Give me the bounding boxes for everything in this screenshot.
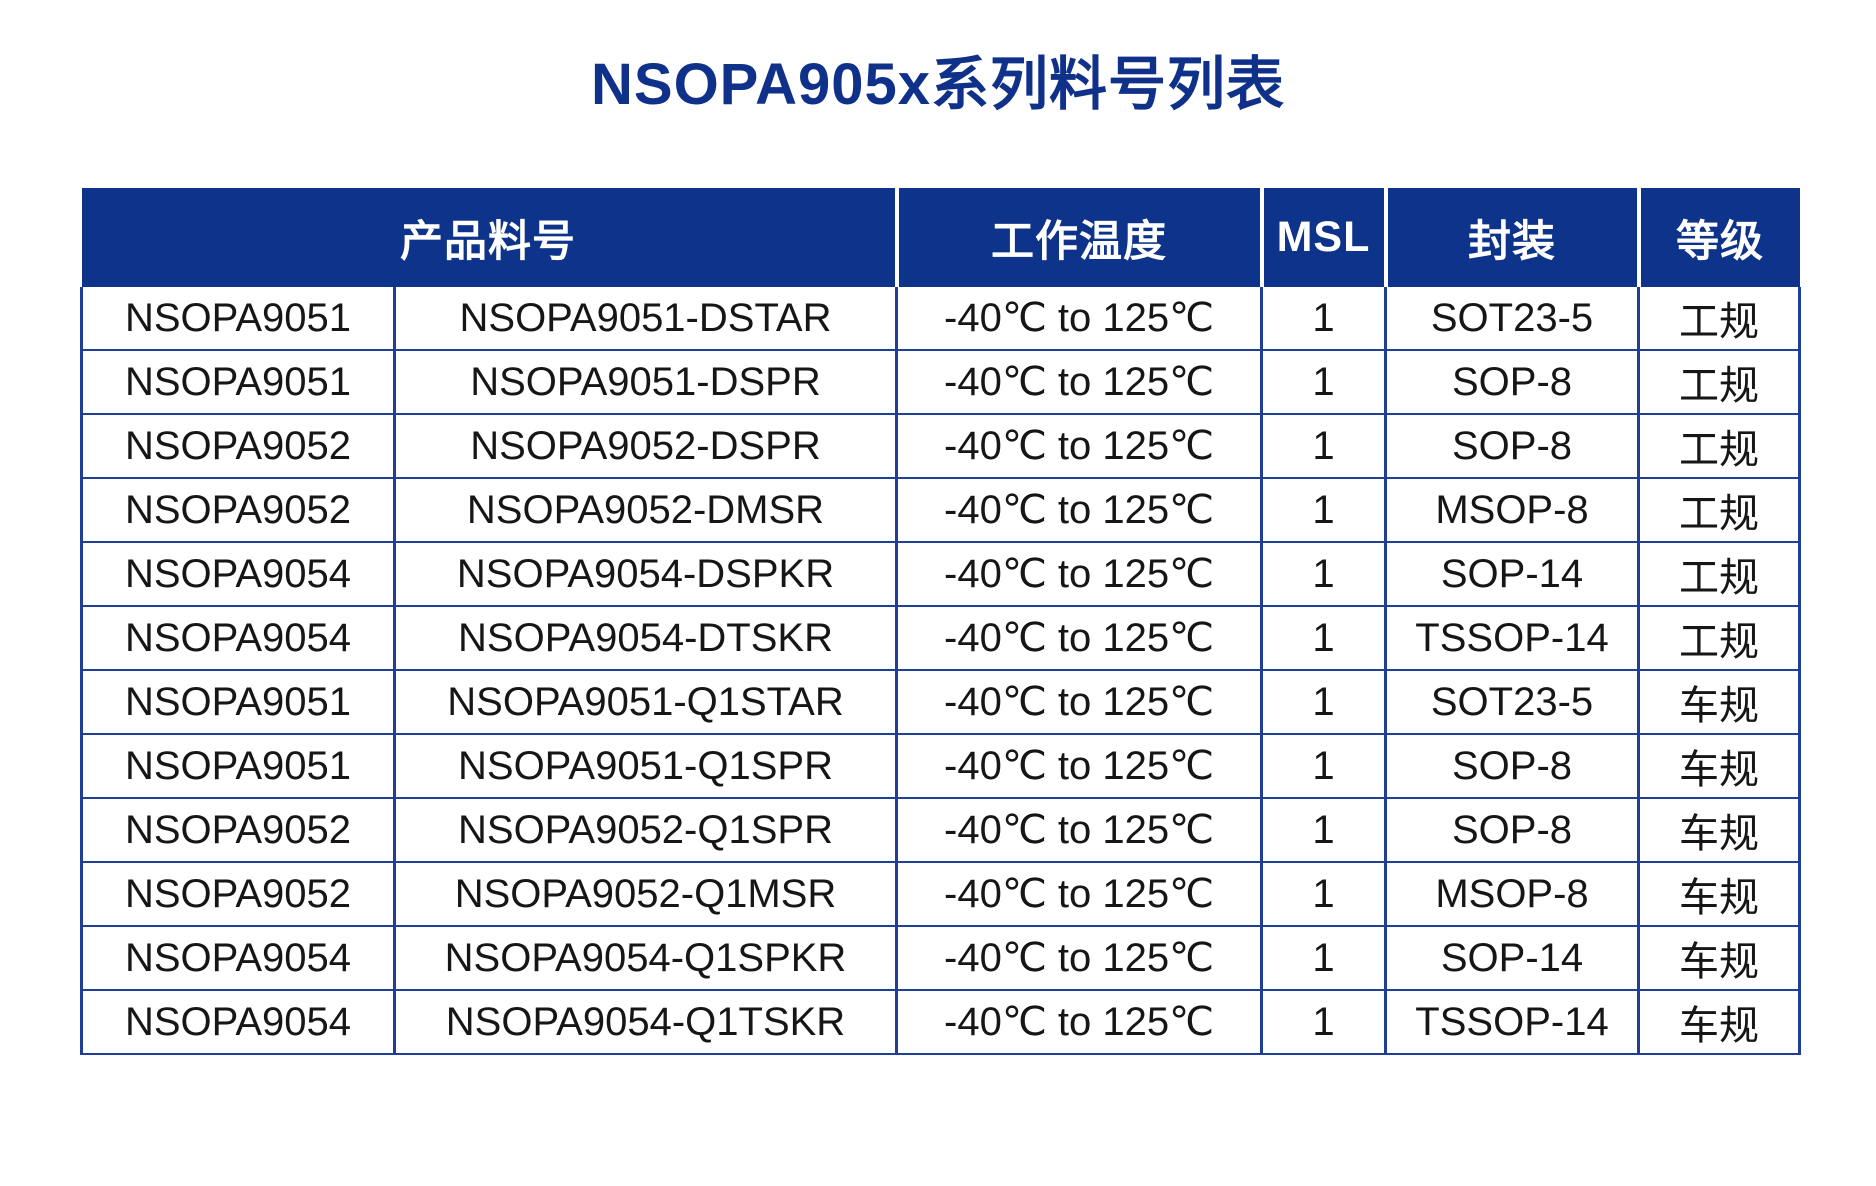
cell-part-number: NSOPA9054-DTSKR [393, 605, 898, 671]
cell-grade: 工规 [1637, 605, 1801, 671]
cell-msl: 1 [1260, 989, 1387, 1055]
cell-package: SOP-8 [1384, 797, 1640, 863]
cell-msl: 1 [1260, 733, 1387, 799]
cell-product-family: NSOPA9051 [80, 669, 396, 735]
cell-msl: 1 [1260, 669, 1387, 735]
table-body: NSOPA9051 NSOPA9051-DSTAR -40℃ to 125℃ 1… [80, 287, 1801, 1055]
cell-package: SOP-14 [1384, 541, 1640, 607]
cell-product-family: NSOPA9052 [80, 477, 396, 543]
cell-package: MSOP-8 [1384, 477, 1640, 543]
table-row: NSOPA9054 NSOPA9054-DSPKR -40℃ to 125℃ 1… [80, 541, 1801, 607]
table-row: NSOPA9052 NSOPA9052-DMSR -40℃ to 125℃ 1 … [80, 477, 1801, 543]
col-header-operating-temperature: 工作温度 [894, 188, 1262, 287]
cell-package: SOP-8 [1384, 349, 1640, 415]
table-row: NSOPA9052 NSOPA9052-Q1MSR -40℃ to 125℃ 1… [80, 861, 1801, 927]
cell-part-number: NSOPA9051-Q1SPR [393, 733, 898, 799]
cell-part-number: NSOPA9052-Q1SPR [393, 797, 898, 863]
cell-grade: 工规 [1637, 287, 1801, 351]
cell-operating-temperature: -40℃ to 125℃ [895, 861, 1263, 927]
cell-part-number: NSOPA9054-DSPKR [393, 541, 898, 607]
cell-package: SOT23-5 [1384, 669, 1640, 735]
cell-product-family: NSOPA9054 [80, 541, 396, 607]
table-row: NSOPA9051 NSOPA9051-Q1STAR -40℃ to 125℃ … [80, 669, 1801, 735]
cell-grade: 车规 [1637, 989, 1801, 1055]
cell-product-family: NSOPA9051 [80, 733, 396, 799]
table-row: NSOPA9051 NSOPA9051-Q1SPR -40℃ to 125℃ 1… [80, 733, 1801, 799]
page-title: NSOPA905x系列料号列表 [591, 52, 1285, 117]
cell-msl: 1 [1260, 605, 1387, 671]
table-row: NSOPA9051 NSOPA9051-DSPR -40℃ to 125℃ 1 … [80, 349, 1801, 415]
cell-product-family: NSOPA9051 [80, 349, 396, 415]
cell-msl: 1 [1260, 349, 1387, 415]
cell-package: SOT23-5 [1384, 287, 1640, 351]
cell-grade: 工规 [1637, 413, 1801, 479]
col-header-msl: MSL [1259, 188, 1386, 287]
cell-package: SOP-8 [1384, 413, 1640, 479]
cell-msl: 1 [1260, 861, 1387, 927]
cell-grade: 车规 [1637, 733, 1801, 799]
cell-operating-temperature: -40℃ to 125℃ [895, 989, 1263, 1055]
cell-msl: 1 [1260, 287, 1387, 351]
cell-msl: 1 [1260, 925, 1387, 991]
cell-part-number: NSOPA9051-DSPR [393, 349, 898, 415]
cell-product-family: NSOPA9054 [80, 925, 396, 991]
cell-part-number: NSOPA9051-Q1STAR [393, 669, 898, 735]
table-row: NSOPA9054 NSOPA9054-Q1TSKR -40℃ to 125℃ … [80, 989, 1801, 1055]
cell-operating-temperature: -40℃ to 125℃ [895, 541, 1263, 607]
cell-msl: 1 [1260, 541, 1387, 607]
cell-operating-temperature: -40℃ to 125℃ [895, 797, 1263, 863]
cell-msl: 1 [1260, 413, 1387, 479]
table-row: NSOPA9051 NSOPA9051-DSTAR -40℃ to 125℃ 1… [80, 287, 1801, 351]
cell-package: SOP-8 [1384, 733, 1640, 799]
cell-grade: 工规 [1637, 349, 1801, 415]
cell-msl: 1 [1260, 797, 1387, 863]
cell-product-family: NSOPA9054 [80, 989, 396, 1055]
cell-operating-temperature: -40℃ to 125℃ [895, 605, 1263, 671]
cell-msl: 1 [1260, 477, 1387, 543]
cell-product-family: NSOPA9054 [80, 605, 396, 671]
cell-part-number: NSOPA9052-Q1MSR [393, 861, 898, 927]
cell-grade: 工规 [1637, 477, 1801, 543]
table-row: NSOPA9052 NSOPA9052-DSPR -40℃ to 125℃ 1 … [80, 413, 1801, 479]
col-header-package: 封装 [1383, 188, 1639, 287]
cell-operating-temperature: -40℃ to 125℃ [895, 413, 1263, 479]
parts-table: 产品料号 工作温度 MSL 封装 等级 NSOPA9051 NSOPA9051-… [80, 188, 1801, 1055]
cell-package: MSOP-8 [1384, 861, 1640, 927]
cell-product-family: NSOPA9052 [80, 797, 396, 863]
cell-part-number: NSOPA9052-DSPR [393, 413, 898, 479]
cell-operating-temperature: -40℃ to 125℃ [895, 669, 1263, 735]
cell-grade: 车规 [1637, 861, 1801, 927]
col-header-grade: 等级 [1636, 188, 1800, 287]
cell-package: TSSOP-14 [1384, 989, 1640, 1055]
cell-operating-temperature: -40℃ to 125℃ [895, 477, 1263, 543]
cell-grade: 车规 [1637, 925, 1801, 991]
cell-operating-temperature: -40℃ to 125℃ [895, 925, 1263, 991]
table-row: NSOPA9052 NSOPA9052-Q1SPR -40℃ to 125℃ 1… [80, 797, 1801, 863]
table-row: NSOPA9054 NSOPA9054-Q1SPKR -40℃ to 125℃ … [80, 925, 1801, 991]
cell-operating-temperature: -40℃ to 125℃ [895, 287, 1263, 351]
table-header: 产品料号 工作温度 MSL 封装 等级 [81, 188, 1800, 287]
cell-part-number: NSOPA9052-DMSR [393, 477, 898, 543]
header-row: 产品料号 工作温度 MSL 封装 等级 [81, 188, 1800, 287]
cell-part-number: NSOPA9054-Q1TSKR [393, 989, 898, 1055]
cell-product-family: NSOPA9052 [80, 861, 396, 927]
cell-package: SOP-14 [1384, 925, 1640, 991]
cell-operating-temperature: -40℃ to 125℃ [895, 733, 1263, 799]
cell-part-number: NSOPA9054-Q1SPKR [393, 925, 898, 991]
cell-part-number: NSOPA9051-DSTAR [393, 287, 898, 351]
cell-grade: 车规 [1637, 669, 1801, 735]
cell-grade: 工规 [1637, 541, 1801, 607]
table-row: NSOPA9054 NSOPA9054-DTSKR -40℃ to 125℃ 1… [80, 605, 1801, 671]
cell-grade: 车规 [1637, 797, 1801, 863]
cell-operating-temperature: -40℃ to 125℃ [895, 349, 1263, 415]
cell-product-family: NSOPA9051 [80, 287, 396, 351]
cell-product-family: NSOPA9052 [80, 413, 396, 479]
col-header-product-part-number: 产品料号 [81, 188, 897, 287]
cell-package: TSSOP-14 [1384, 605, 1640, 671]
